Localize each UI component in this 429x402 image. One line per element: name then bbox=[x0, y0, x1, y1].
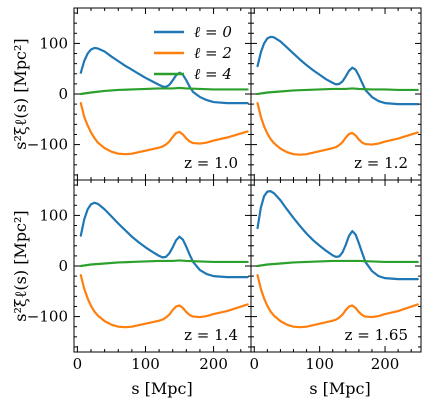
legend-entry: ℓ = 2 bbox=[194, 44, 232, 62]
x-tick-label: 100 bbox=[131, 355, 160, 373]
series-line-ell-2-panel-4 bbox=[256, 274, 419, 329]
series-line-ell-0-panel-2 bbox=[256, 35, 419, 106]
x-tick-label: 0 bbox=[73, 355, 83, 373]
series-line-ell-4-panel-4 bbox=[256, 259, 419, 268]
series-line-ell-0-panel-4 bbox=[256, 190, 419, 281]
series-line-ell-4-panel-2 bbox=[256, 87, 419, 96]
series-line-ell-4-panel-1 bbox=[79, 86, 249, 96]
y-axis-label: s²ξℓ(s) [Mpc²] bbox=[11, 210, 30, 321]
panel-2: z = 1.2 bbox=[250, 7, 422, 181]
series-line-ell-2-panel-2 bbox=[256, 102, 419, 156]
legend-entry: ℓ = 4 bbox=[194, 65, 232, 83]
y-tick-label: 0 bbox=[58, 85, 68, 103]
series-line-ell-4-panel-3 bbox=[79, 259, 249, 268]
x-tick-label: 200 bbox=[199, 355, 228, 373]
x-axis-label: s [Mpc] bbox=[131, 379, 192, 398]
x-tick-label: 0 bbox=[249, 355, 259, 373]
series-line-ell-0-panel-1 bbox=[79, 46, 249, 105]
y-tick-label: 100 bbox=[39, 206, 68, 224]
series-line-ell-0-panel-3 bbox=[79, 201, 249, 279]
labels-layer: ℓ = 0 ℓ = 2 ℓ = 4 s [Mpc] s [Mpc] s²ξℓ(s) [Mp… bbox=[11, 23, 371, 398]
series-line-ell-2-panel-3 bbox=[79, 274, 249, 329]
x-tick-label: 200 bbox=[371, 355, 400, 373]
y-axis-label: s²ξℓ(s) [Mpc²] bbox=[11, 38, 30, 149]
legend: ℓ = 0 ℓ = 2 ℓ = 4 bbox=[154, 23, 232, 83]
x-tick-label: 100 bbox=[305, 355, 334, 373]
legend-entry: ℓ = 0 bbox=[194, 23, 232, 41]
redshift-annotation: z = 1.0 bbox=[184, 154, 238, 172]
redshift-annotation: z = 1.65 bbox=[345, 326, 408, 344]
redshift-annotation: z = 1.2 bbox=[354, 154, 408, 172]
panel-4: 0 100 200 z = 1.65 bbox=[249, 179, 422, 373]
redshift-annotation: z = 1.4 bbox=[184, 326, 238, 344]
x-axis-label: s [Mpc] bbox=[309, 379, 370, 398]
panels-layer: −100 0 100 z = 1.0 z = 1.2 −100 0 100 0 100 200 z =… bbox=[27, 7, 422, 373]
y-tick-label: −100 bbox=[27, 308, 68, 326]
panel-3: −100 0 100 0 100 200 z = 1.4 bbox=[27, 179, 252, 373]
y-tick-label: −100 bbox=[27, 136, 68, 154]
series-line-ell-2-panel-1 bbox=[79, 102, 249, 156]
y-tick-label: 100 bbox=[39, 34, 68, 52]
panel-1: −100 0 100 z = 1.0 bbox=[27, 7, 252, 181]
y-tick-label: 0 bbox=[58, 257, 68, 275]
